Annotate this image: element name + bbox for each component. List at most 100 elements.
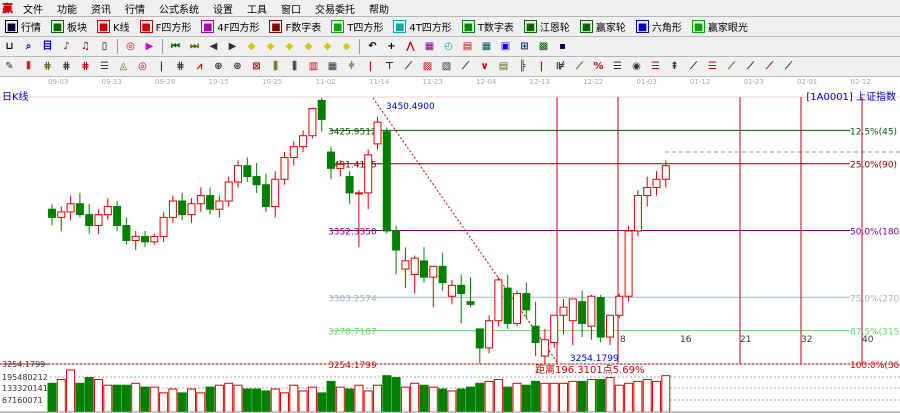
chart-b-icon[interactable]: ♫: [81, 40, 90, 52]
calendar-icon[interactable]: ▤: [462, 40, 473, 52]
menu-9[interactable]: 帮助: [369, 4, 389, 16]
hline-icon[interactable]: ⋕: [176, 60, 185, 72]
volume-bar: [484, 380, 494, 413]
toolbar-button-gann-wheel[interactable]: ■ 江恩轮: [519, 19, 575, 34]
text-draw-icon[interactable]: ▤: [498, 60, 509, 72]
hatch-icon[interactable]: ▨: [422, 60, 433, 72]
last-icon[interactable]: ⏭: [190, 40, 199, 52]
slash-b-icon[interactable]: ☰: [708, 60, 717, 72]
toolbar-button-f-number-table[interactable]: ■ F数字表: [264, 19, 326, 34]
slash-d-icon[interactable]: ⟋: [747, 60, 754, 72]
tline-icon[interactable]: |: [368, 60, 373, 72]
volume-bar: [400, 386, 410, 413]
slash-e-icon[interactable]: ⟋: [766, 60, 773, 72]
toolbar-button-4f-square[interactable]: ■ 4F四方形: [196, 19, 264, 34]
red-box-icon[interactable]: ▥: [308, 60, 319, 72]
toolbar-button-t-square[interactable]: ■ T四方形: [326, 19, 388, 34]
wave-icon[interactable]: ⋀: [406, 40, 415, 52]
circle-icon[interactable]: ◎: [126, 40, 135, 52]
circle-draw-icon[interactable]: ◎: [138, 60, 147, 72]
menu-0[interactable]: 文件: [23, 4, 43, 16]
steps-icon[interactable]: ╠: [519, 60, 526, 72]
tool-icon[interactable]: ▩: [538, 40, 549, 52]
toolbar-button-hexagon[interactable]: ■ 六角形: [631, 19, 687, 34]
calculator-icon[interactable]: ▦: [481, 40, 492, 52]
time-icon[interactable]: ⫩: [348, 60, 355, 72]
calc-icon[interactable]: ▦: [424, 40, 435, 52]
gold-6-icon[interactable]: ◆: [342, 40, 351, 52]
red-cycle-icon[interactable]: ⫼: [292, 60, 297, 72]
gold-5-icon[interactable]: ◆: [323, 40, 332, 52]
monitor-icon[interactable]: ⊞: [520, 40, 529, 52]
bar-icon[interactable]: ▯: [101, 40, 108, 52]
triangle-icon[interactable]: ▶: [145, 40, 154, 52]
gold-1-icon[interactable]: ◆: [247, 40, 256, 52]
fan-b-icon[interactable]: ⋕: [62, 60, 71, 72]
menu-5[interactable]: 设置: [213, 4, 233, 16]
percent-icon[interactable]: ⊯: [555, 60, 566, 72]
fib-level-price: 3303.2574: [328, 294, 377, 304]
fan-d-icon[interactable]: ☰: [100, 60, 109, 72]
chart-a-icon[interactable]: ♪: [63, 40, 70, 52]
arrow-icon[interactable]: ◉: [632, 60, 641, 72]
toolbar-button-kline[interactable]: ■ K线: [92, 19, 135, 34]
print-icon[interactable]: ▪: [559, 40, 566, 52]
toolbar-button-sector[interactable]: ■ 板块: [46, 19, 92, 34]
toolbar-button-quote-table[interactable]: ■ 行情: [0, 19, 46, 34]
first-icon[interactable]: ⏮: [171, 40, 180, 52]
gold-line-icon[interactable]: ☰: [613, 60, 622, 72]
menu-3[interactable]: 行情: [125, 4, 145, 16]
angle-icon[interactable]: ▧: [441, 60, 452, 72]
gold-circle-icon[interactable]: %: [593, 60, 604, 72]
pen-icon[interactable]: ✎: [5, 60, 14, 72]
box-icon[interactable]: ⊠: [252, 60, 261, 72]
text-icon[interactable]: 目: [42, 40, 53, 52]
slash-a-icon[interactable]: ⟋: [690, 60, 697, 72]
fan-a-icon[interactable]: ⋕: [43, 60, 52, 72]
line-icon[interactable]: |: [539, 60, 544, 72]
grid-draw-icon[interactable]: ▦: [327, 60, 338, 72]
next-icon[interactable]: ▶: [228, 40, 237, 52]
zoom-icon[interactable]: ⌕: [25, 40, 32, 52]
toolbar-button-4t-square[interactable]: ■ 4T四方形: [388, 19, 456, 34]
cycle-icon[interactable]: ⫼: [273, 60, 278, 72]
toolbar-button-winner-wheel[interactable]: ■ 赢家轮: [575, 19, 631, 34]
menu-6[interactable]: 工具: [247, 4, 267, 16]
toolbar-button-t-number-table[interactable]: ■ T数字表: [457, 19, 519, 34]
slash-c-icon[interactable]: ⟋: [728, 60, 735, 72]
fan-c-icon[interactable]: ⋕: [81, 60, 90, 72]
v-icon[interactable]: ⟋: [462, 60, 469, 72]
crosshair-icon[interactable]: +: [387, 40, 396, 52]
square-draw-icon[interactable]: ⟋: [405, 60, 412, 72]
toolbar-button-f-square[interactable]: ■ F四方形: [135, 19, 197, 34]
rect-icon[interactable]: ∨: [480, 60, 489, 72]
speed-icon[interactable]: ⟋: [576, 60, 583, 72]
candle-body: [578, 301, 587, 324]
slash-f-icon[interactable]: ⟋: [785, 60, 792, 72]
dial-icon[interactable]: ◴: [444, 40, 453, 52]
ray-icon[interactable]: ⊤: [384, 60, 395, 72]
undo-icon[interactable]: ↶: [368, 40, 377, 52]
gold-3-icon[interactable]: ◆: [285, 40, 294, 52]
grid-icon[interactable]: ▣: [500, 40, 511, 52]
menu-4[interactable]: 公式系统: [159, 4, 199, 16]
gold-box-icon[interactable]: ⇞: [670, 60, 679, 72]
radar-icon[interactable]: ⊛: [233, 60, 242, 72]
triangle-draw-icon[interactable]: ◬: [119, 60, 128, 72]
menu-7[interactable]: 窗口: [281, 4, 301, 16]
gold-4-icon[interactable]: ◆: [304, 40, 313, 52]
fib-icon[interactable]: ⩘: [196, 60, 203, 72]
ratio-icon[interactable]: ☰: [651, 60, 660, 72]
menu-8[interactable]: 交易委托: [315, 4, 355, 16]
parallel-icon[interactable]: ⫴: [26, 60, 31, 72]
gold-2-icon[interactable]: ◆: [266, 40, 275, 52]
volume-bar: [242, 388, 252, 413]
toolbar-button-dollar[interactable]: ■ 赢家眼光: [687, 19, 753, 34]
target-icon[interactable]: ⊕: [214, 60, 223, 72]
menu-2[interactable]: 资讯: [91, 4, 111, 16]
prev-icon[interactable]: ◀: [209, 40, 218, 52]
menu-1[interactable]: 功能: [57, 4, 77, 16]
cursor-icon[interactable]: ⊔: [5, 40, 14, 52]
vline-icon[interactable]: |: [159, 60, 164, 72]
